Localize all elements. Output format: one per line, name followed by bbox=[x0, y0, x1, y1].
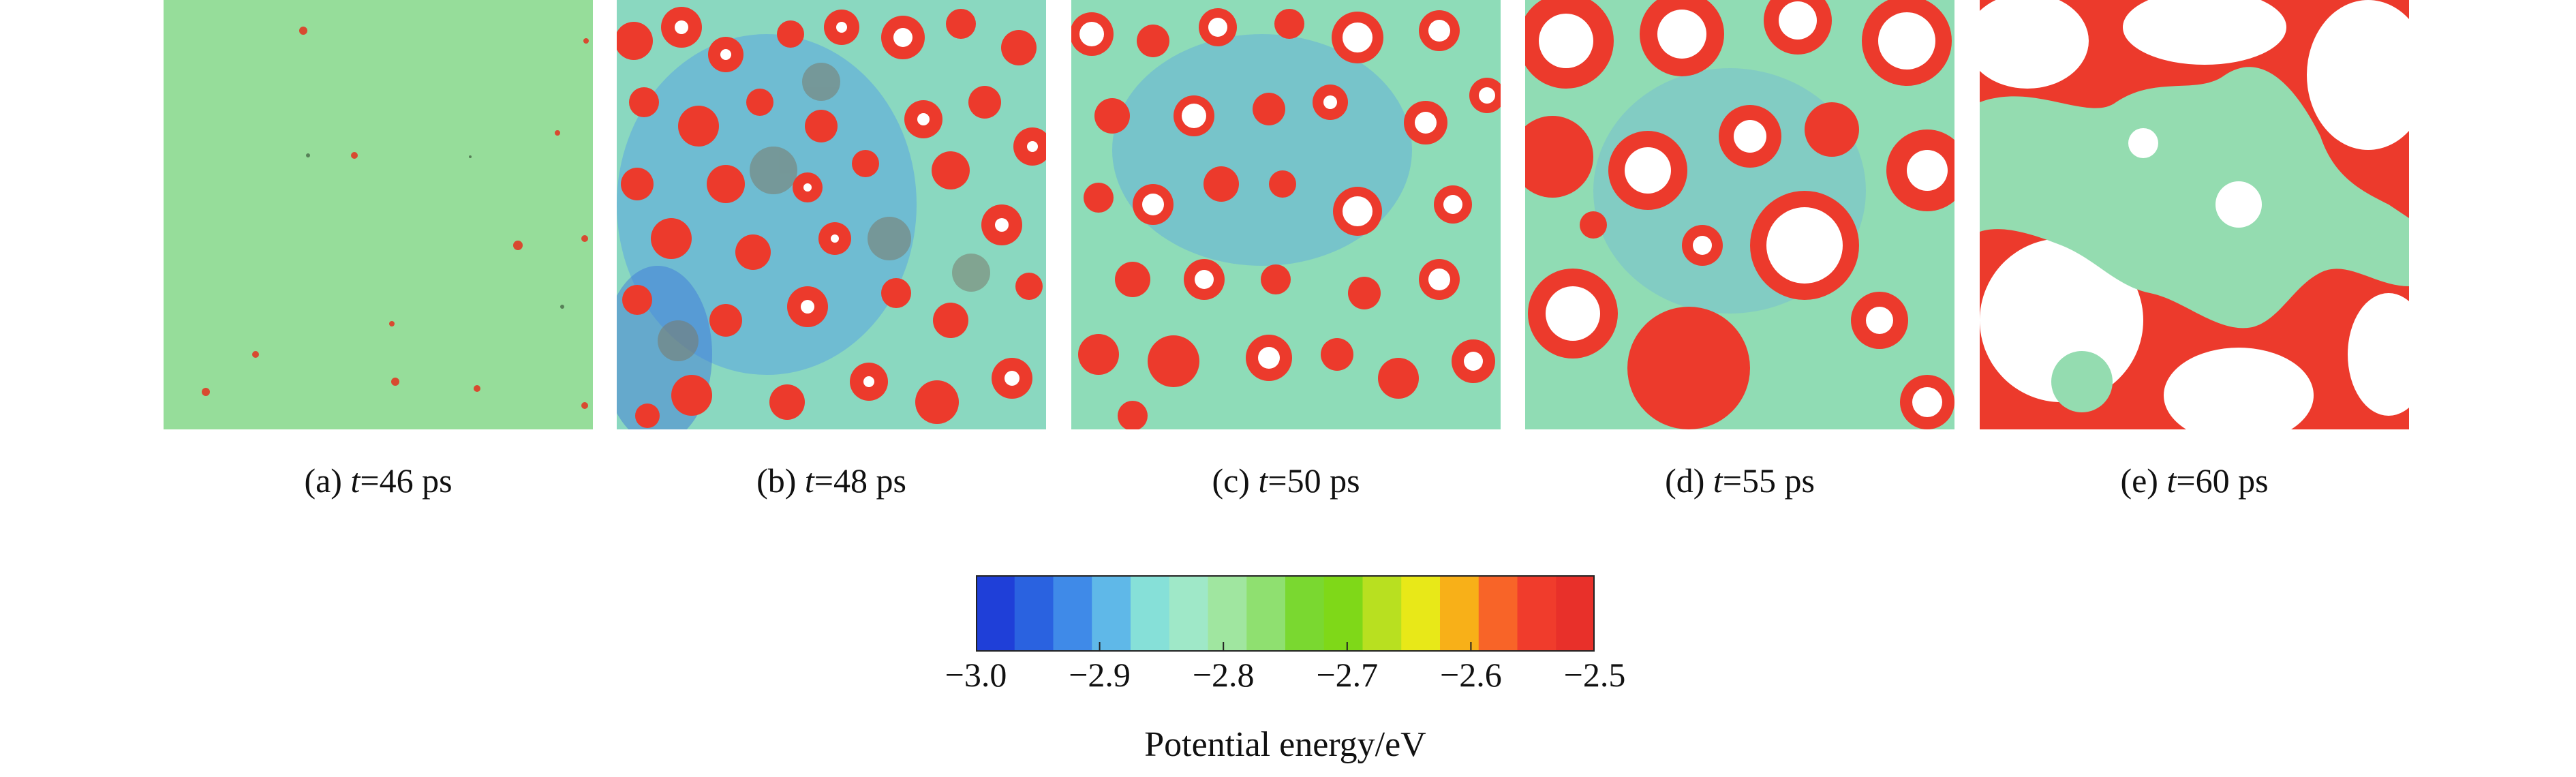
colorbar-swatch bbox=[1401, 575, 1441, 652]
colorbar-swatch bbox=[1014, 575, 1054, 652]
panel-d bbox=[1525, 0, 1954, 429]
voids bbox=[1539, 1, 1948, 417]
colorbar-title: Potential energy/eV bbox=[1144, 725, 1426, 764]
matrix bbox=[164, 0, 593, 429]
voids bbox=[1079, 18, 1495, 371]
matrix bbox=[1980, 67, 2409, 412]
colorbar-swatch bbox=[1517, 575, 1557, 652]
colorbar-swatch bbox=[1440, 575, 1479, 652]
colorbar-tick-label: −2.6 bbox=[1440, 656, 1502, 694]
caption-c: (c) t=50 ps bbox=[1212, 461, 1360, 500]
colorbar-swatch bbox=[1092, 575, 1131, 652]
colorbar-swatch bbox=[1053, 575, 1093, 652]
caption-e: (e) t=60 ps bbox=[2120, 461, 2269, 500]
snapshot-e bbox=[1980, 0, 2409, 429]
colorbar-swatch bbox=[1169, 575, 1209, 652]
colorbar-swatch bbox=[1131, 575, 1170, 652]
panel-e bbox=[1980, 0, 2409, 429]
colorbar-tick-label: −3.0 bbox=[945, 656, 1007, 694]
voids bbox=[675, 20, 1038, 387]
snapshot-b bbox=[617, 0, 1046, 429]
snapshot-d bbox=[1525, 0, 1954, 429]
colorbar-tick-label: −2.8 bbox=[1192, 656, 1255, 694]
colorbar-swatch bbox=[1323, 575, 1364, 652]
colorbar-swatch bbox=[976, 575, 1015, 652]
snapshot-a bbox=[164, 0, 593, 429]
colorbar-swatch bbox=[1246, 575, 1286, 652]
colorbar-tick-label: −2.9 bbox=[1069, 656, 1131, 694]
caption-d: (d) t=55 ps bbox=[1665, 461, 1815, 500]
panel-b bbox=[617, 0, 1046, 429]
caption-a: (a) t=46 ps bbox=[304, 461, 453, 500]
colorbar-swatch bbox=[1362, 575, 1402, 652]
colorbar bbox=[976, 575, 1595, 652]
colorbar-gradient bbox=[976, 575, 1595, 652]
snapshot-c bbox=[1071, 0, 1501, 429]
colorbar-swatch bbox=[1208, 575, 1248, 652]
colorbar-swatch bbox=[1556, 575, 1595, 652]
colorbar-swatch bbox=[1285, 575, 1325, 652]
colorbar-tick-label: −2.5 bbox=[1563, 656, 1626, 694]
caption-b: (b) t=48 ps bbox=[756, 461, 906, 500]
panel-a bbox=[164, 0, 593, 429]
panel-c bbox=[1071, 0, 1501, 429]
nuclei bbox=[202, 27, 589, 409]
colorbar-tick-label: −2.7 bbox=[1316, 656, 1379, 694]
colorbar-swatch bbox=[1478, 575, 1518, 652]
